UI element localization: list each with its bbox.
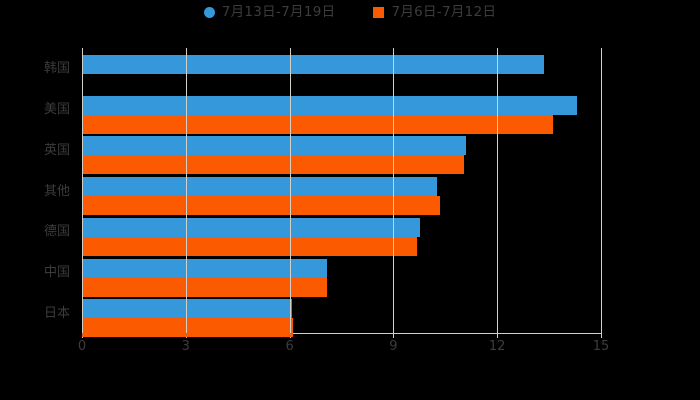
legend-label-series-0: 7月13日-7月19日 — [221, 4, 336, 20]
bar-group — [82, 89, 601, 134]
y-axis-label-韩国: 韩国 — [43, 61, 70, 77]
x-axis-line — [82, 333, 601, 334]
legend-item-series-1[interactable]: 7月6日-7月12日 — [373, 4, 497, 20]
y-axis-label-其他: 其他 — [43, 183, 70, 199]
x-axis-label-12: 12 — [488, 339, 506, 354]
bar-group — [82, 129, 601, 175]
bar-英国-series-1[interactable] — [82, 155, 465, 175]
legend-label-series-1: 7月6日-7月12日 — [391, 4, 497, 20]
bar-中国-series-1[interactable] — [82, 277, 327, 297]
chart-legend: 7月13日-7月19日 7月6日-7月12日 — [0, 4, 700, 20]
bar-英国-series-0[interactable] — [82, 136, 467, 156]
bar-group — [82, 252, 601, 297]
legend-item-series-0[interactable]: 7月13日-7月19日 — [203, 4, 336, 20]
bar-德国-series-1[interactable] — [82, 236, 417, 256]
x-axis-labels: 0 3 6 9 12 15 — [0, 340, 700, 360]
bar-rows — [82, 48, 601, 338]
y-axis-label-日本: 日本 — [43, 305, 70, 321]
x-axis-label-3: 3 — [181, 339, 190, 354]
y-axis-label-美国: 美国 — [43, 102, 70, 118]
bar-group — [82, 292, 601, 338]
y-axis-label-中国: 中国 — [43, 264, 70, 280]
y-axis-label-德国: 德国 — [43, 224, 70, 240]
legend-marker-circle-icon — [203, 7, 215, 19]
x-axis-label-6: 6 — [285, 339, 294, 354]
x-tick-15 — [601, 333, 602, 338]
x-axis-label-15: 15 — [592, 339, 610, 354]
bar-德国-series-0[interactable] — [82, 217, 421, 237]
bar-其他-series-1[interactable] — [82, 196, 441, 216]
bar-group — [82, 48, 601, 89]
x-tick-12 — [497, 333, 499, 338]
bar-日本-series-1[interactable] — [82, 318, 294, 338]
bar-其他-series-0[interactable] — [82, 177, 437, 197]
y-axis-label-英国: 英国 — [43, 142, 70, 158]
bar-美国-series-1[interactable] — [82, 114, 553, 134]
x-axis-label-0: 0 — [77, 339, 87, 354]
bar-美国-series-0[interactable] — [82, 95, 577, 115]
x-axis-label-9: 9 — [389, 339, 398, 354]
plot-area — [82, 48, 602, 338]
legend-marker-square-icon — [373, 7, 385, 19]
bar-中国-series-0[interactable] — [82, 258, 327, 278]
bar-group — [82, 170, 601, 216]
bar-group — [82, 211, 601, 256]
y-axis-labels: 韩国美国英国其他德国中国日本 — [0, 48, 70, 333]
gridline-15 — [601, 48, 602, 333]
x-tick-9 — [393, 333, 395, 338]
bar-日本-series-0[interactable] — [82, 299, 293, 319]
bar-韩国-series-0[interactable] — [82, 55, 544, 74]
